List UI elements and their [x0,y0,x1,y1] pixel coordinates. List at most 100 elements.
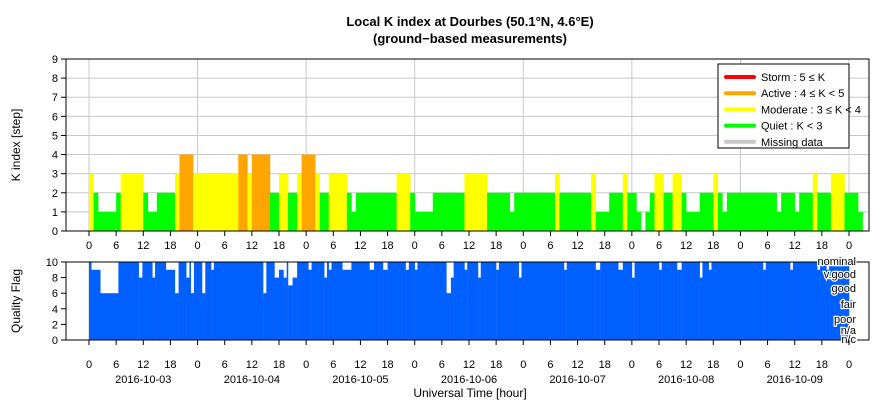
k-index-bar [360,192,366,231]
k-index-bar [387,192,393,231]
quality-flag-level-label: nominal [817,256,856,268]
quality-flag-plot-frame [65,261,870,341]
quality-flag-x-tick-label: 12 [571,359,583,371]
k-index-bar [839,173,845,231]
k-index-bar [364,192,370,231]
k-index-bar [116,192,121,231]
quality-flag-bar [564,269,567,340]
k-index-bar [695,211,701,231]
k-index-bar [147,211,153,231]
k-index-bar [713,173,719,231]
quality-flag-x-tick-label: 12 [463,359,475,371]
k-index-bar [790,192,796,231]
quality-flag-bar [351,262,370,340]
k-index-bar [849,192,854,231]
k-index-bar [229,173,235,231]
k-index-bar [134,173,140,231]
quality-flag-x-tick-label: 18 [164,359,176,371]
k-index-bar [469,173,474,231]
k-index-bar [256,154,262,231]
k-index-bar [776,211,782,231]
k-index-x-tick-label: 12 [463,240,475,252]
k-index-x-axis: 0 6 12 18 0 6 12 18 0 6 12 18 0 6 12 18 0 6 12 18 0 6 12 18 0 6 12… [86,231,852,252]
k-index-bar [269,192,275,231]
legend-label-storm: Storm : 5 ≤ K [761,72,826,84]
quality-flag-x-tick-label: 6 [330,359,336,371]
quality-flag-bar [205,262,212,340]
quality-flag-bar [618,269,624,340]
quality-flag-bar [292,277,298,340]
quality-flag-level-label: good [832,283,856,295]
date-label: 2016-10-03 [115,374,171,386]
quality-flag-bar [467,262,479,340]
k-index-bar [125,173,131,231]
k-index-bar [247,173,253,231]
k-index-bar [301,154,307,231]
quality-flag-bar [138,277,143,340]
k-index-bar [858,211,863,231]
chart-title-line1: Local K index at Dourbes (50.1°N, 4.6°E) [346,14,593,29]
k-index-bar [595,211,601,231]
quality-flag-bar [165,269,176,340]
k-index-bar [423,211,429,231]
quality-flag-x-tick-label: 12 [246,359,258,371]
quality-flag-x-tick-label: 12 [789,359,801,371]
quality-flag-bar [142,262,153,340]
k-index-bar [582,192,587,231]
quality-flag-bar [417,262,447,340]
k-index-bar [663,192,669,231]
k-index-bar [659,173,664,231]
quality-flag-y-tick-label: 0 [52,335,58,347]
k-index-bar [220,173,226,231]
quality-flag-bar [286,262,289,340]
k-index-bar [383,192,388,231]
quality-flag-bar [600,262,619,340]
k-index-bar [803,192,809,231]
k-index-bar [717,192,723,231]
quality-flag-bar [308,269,312,340]
k-index-bar [604,211,610,231]
date-label: 2016-10-06 [441,374,497,386]
k-index-bar [455,192,461,231]
k-index-bar [215,173,221,231]
k-index-bar [342,173,348,231]
k-index-bar [518,192,524,231]
quality-flag-y-axis: 0 2 4 6 8 10 [46,257,66,347]
k-index-bar [93,192,99,231]
k-index-bar [89,173,94,231]
k-index-bar [437,192,443,231]
quality-flag-bar [478,277,481,340]
k-index-bar [817,192,823,231]
quality-flag-x-tick-label: 0 [195,359,201,371]
k-index-x-tick-label: 6 [547,240,553,252]
k-index-bar [328,173,334,231]
k-index-x-tick-label: 6 [113,240,119,252]
k-index-bar [758,192,764,231]
k-index-bar [794,211,800,231]
k-index-bar [505,192,511,231]
legend-label-active: Active : 4 ≤ K < 5 [761,88,844,100]
quality-flag-bar [405,269,410,340]
k-index-bar [288,192,293,231]
k-index-bars [89,154,863,231]
quality-flag-bar [328,269,332,340]
quality-flag-bar [518,277,522,340]
quality-flag-x-tick-label: 0 [737,359,743,371]
k-index-y-tick-label: 3 [52,169,58,181]
quality-flag-bar [89,262,92,340]
k-index-bar [722,211,728,231]
k-index-x-tick-label: 12 [354,240,366,252]
k-index-bar [319,192,325,231]
k-index-bar [378,192,384,231]
quality-flag-bar [792,262,818,340]
k-index-bar [111,211,117,231]
k-index-bar [324,192,330,231]
k-index-bar [645,211,651,231]
quality-flag-bar [453,262,465,340]
k-index-bar [174,173,180,231]
k-index-bar [464,173,470,231]
k-index-bar [559,192,565,231]
quality-flag-y-tick-label: 10 [46,257,58,269]
